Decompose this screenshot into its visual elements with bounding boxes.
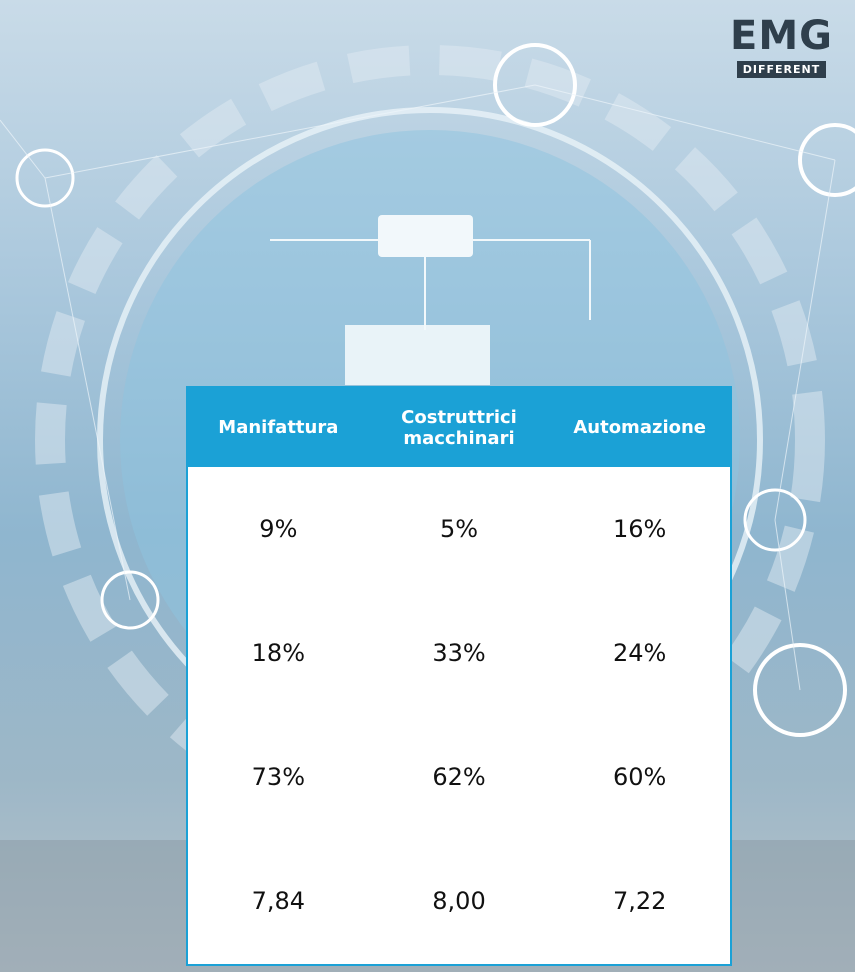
- table-cell: 24%: [613, 639, 667, 667]
- table-cell: 33%: [432, 639, 486, 667]
- table-cell: 9%: [259, 515, 298, 543]
- table-header: Manifattura Costruttrici macchinari Automa…: [188, 388, 730, 467]
- logo-subtitle: DIFFERENT: [736, 61, 827, 78]
- table-cell: 73%: [251, 763, 305, 791]
- table-cell: 18%: [251, 639, 305, 667]
- table-row: 73% 62% 60%: [188, 715, 730, 839]
- table-row: 9% 5% 16%: [188, 467, 730, 591]
- table-cell: 5%: [439, 515, 479, 543]
- table: Manifattura Costruttrici macchinari Automa…: [186, 386, 732, 966]
- table-row: 18% 33% 24%: [188, 591, 730, 715]
- table-cell: 62%: [432, 763, 486, 791]
- header-cell: Manifattura: [218, 417, 339, 438]
- header-cell: Costruttrici macchinari: [401, 406, 517, 449]
- header-cell: Automazione: [573, 417, 706, 438]
- table-row: 7,84 8,00 7,22: [188, 839, 730, 963]
- table-body: 9% 5% 16% 18% 33% 24% 73% 62% 60% 7,84 8,00 7,22: [188, 467, 730, 963]
- table-cell: 7,84: [251, 887, 306, 915]
- table-cell: 7,22: [612, 887, 667, 915]
- logo: EMG DIFFERENT: [730, 13, 833, 78]
- table-cell: 8,00: [432, 887, 486, 915]
- logo-title: EMG: [730, 13, 833, 59]
- table-cell: 60%: [613, 763, 667, 791]
- table-cell: 16%: [613, 515, 667, 543]
